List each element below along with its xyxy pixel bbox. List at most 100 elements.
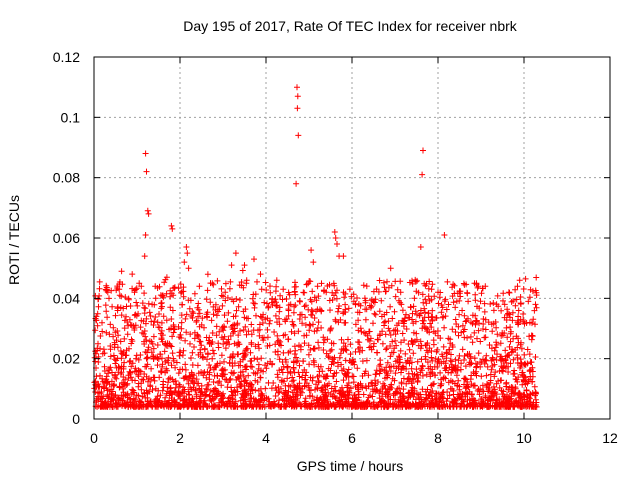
data-point xyxy=(267,283,273,290)
data-point xyxy=(379,340,386,347)
data-point xyxy=(477,338,484,345)
data-point xyxy=(477,298,484,305)
data-point xyxy=(121,325,128,332)
data-point xyxy=(276,356,283,363)
data-point xyxy=(315,344,322,351)
data-point xyxy=(228,369,235,376)
data-point xyxy=(471,382,478,389)
data-point xyxy=(140,376,147,383)
data-point xyxy=(366,344,373,351)
data-point xyxy=(408,359,415,366)
data-point xyxy=(132,322,139,329)
data-point xyxy=(410,401,417,408)
data-point xyxy=(450,391,457,398)
data-point xyxy=(520,286,527,292)
data-point xyxy=(224,338,231,345)
data-point xyxy=(461,357,467,363)
data-point xyxy=(449,399,456,406)
data-point xyxy=(277,403,284,410)
data-point xyxy=(464,290,471,297)
data-point xyxy=(272,349,279,355)
data-point xyxy=(302,302,309,309)
data-point xyxy=(238,394,245,401)
data-point xyxy=(405,314,412,321)
data-point xyxy=(264,343,271,349)
data-point xyxy=(473,317,480,324)
data-point xyxy=(133,285,140,292)
data-point xyxy=(244,345,251,352)
data-point xyxy=(415,289,422,296)
data-point xyxy=(222,345,229,352)
data-point xyxy=(265,379,272,386)
data-point xyxy=(406,279,413,286)
data-point xyxy=(170,329,177,336)
data-point xyxy=(472,297,479,304)
data-point xyxy=(515,339,522,346)
data-point xyxy=(247,380,254,387)
data-point xyxy=(494,292,501,299)
data-point xyxy=(340,377,347,384)
data-point xyxy=(185,388,192,395)
data-point xyxy=(218,334,225,341)
data-point xyxy=(380,279,387,286)
data-point xyxy=(189,349,196,356)
data-point xyxy=(107,321,114,328)
data-point xyxy=(447,340,454,347)
data-point xyxy=(276,397,282,404)
data-point xyxy=(336,354,343,361)
data-point xyxy=(378,297,385,304)
data-point xyxy=(215,379,221,386)
data-point xyxy=(355,339,361,345)
data-point xyxy=(504,311,510,318)
data-point xyxy=(474,403,481,410)
data-point xyxy=(199,315,206,322)
data-point xyxy=(103,373,110,380)
data-point xyxy=(261,299,268,306)
axis-ticks xyxy=(93,56,611,420)
data-point xyxy=(400,375,407,382)
data-point xyxy=(361,329,368,336)
data-point xyxy=(482,326,489,333)
data-point xyxy=(470,399,477,406)
data-point xyxy=(278,342,284,349)
data-point xyxy=(455,332,462,339)
data-point xyxy=(274,371,281,378)
data-point xyxy=(332,235,339,241)
data-point xyxy=(303,380,310,387)
data-point xyxy=(357,380,364,387)
data-point xyxy=(185,380,192,387)
data-point xyxy=(94,345,101,352)
data-point xyxy=(509,346,516,353)
data-point xyxy=(506,289,513,296)
data-point xyxy=(285,388,292,395)
data-point xyxy=(135,310,142,317)
data-point xyxy=(213,393,220,400)
data-point xyxy=(514,360,521,366)
data-point xyxy=(193,400,200,407)
data-point xyxy=(132,365,139,372)
data-point xyxy=(406,402,413,409)
data-point xyxy=(242,323,249,330)
data-point xyxy=(95,296,101,303)
data-point xyxy=(518,345,525,352)
data-point xyxy=(257,271,264,278)
data-point xyxy=(331,229,338,235)
data-point xyxy=(180,293,187,300)
data-point xyxy=(222,280,229,287)
data-point xyxy=(150,322,157,328)
data-point xyxy=(498,353,505,360)
data-point xyxy=(203,311,210,318)
data-point xyxy=(508,298,515,305)
data-point xyxy=(228,262,235,269)
data-point xyxy=(145,210,152,217)
data-point xyxy=(484,381,490,387)
data-point xyxy=(309,288,316,295)
data-point xyxy=(459,307,466,314)
data-point xyxy=(357,325,364,332)
data-point xyxy=(445,335,452,342)
data-point xyxy=(310,321,316,328)
data-point xyxy=(111,344,118,351)
data-point xyxy=(258,355,265,362)
data-point xyxy=(139,300,146,307)
data-point xyxy=(429,357,436,364)
